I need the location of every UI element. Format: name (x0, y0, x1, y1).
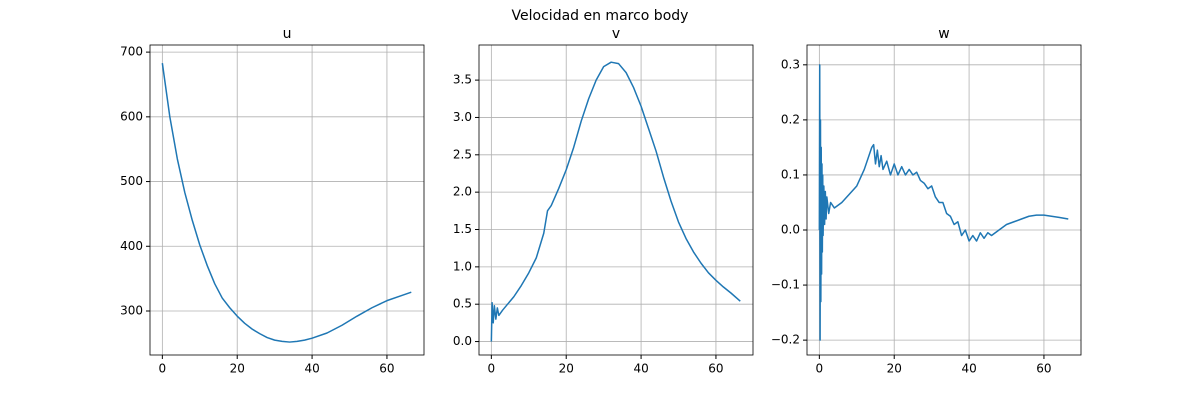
y-tick-label: 400 (120, 239, 143, 253)
y-tick-label: 2.0 (453, 185, 472, 199)
y-tick-label: 300 (120, 303, 143, 317)
chart-title: v (612, 26, 620, 42)
x-tick-label: 0 (816, 362, 824, 376)
axes-frame (149, 44, 425, 356)
y-tick-label: −0.1 (771, 278, 800, 292)
axes-frame (806, 44, 1082, 356)
data-line (818, 64, 1069, 341)
figure-title: Velocidad en marco body (512, 8, 689, 24)
chart-title: u (283, 26, 292, 42)
axes-frame (478, 44, 754, 356)
data-line (161, 63, 412, 343)
y-tick-label: 700 (120, 45, 143, 59)
y-tick-label: 0.0 (781, 223, 800, 237)
y-tick-label: 3.5 (453, 73, 472, 87)
x-tick-label: 0 (488, 362, 496, 376)
y-tick-label: 0.1 (781, 167, 800, 181)
y-tick-label: 600 (120, 109, 143, 123)
x-tick-label: 20 (230, 362, 245, 376)
x-tick-label: 20 (887, 362, 902, 376)
x-tick-label: 0 (159, 362, 167, 376)
y-tick-label: 0.5 (453, 297, 472, 311)
x-tick-label: 60 (379, 362, 394, 376)
y-tick-label: 0.0 (453, 334, 472, 348)
y-tick-label: 1.5 (453, 222, 472, 236)
x-tick-label: 40 (961, 362, 976, 376)
x-tick-label: 60 (708, 362, 723, 376)
y-tick-label: 0.2 (781, 112, 800, 126)
y-tick-label: 3.0 (453, 110, 472, 124)
chart-title: w (938, 26, 949, 42)
y-tick-label: 0.3 (781, 57, 800, 71)
x-tick-label: 60 (1036, 362, 1051, 376)
y-tick-label: −0.2 (771, 333, 800, 347)
x-tick-label: 40 (304, 362, 319, 376)
y-tick-label: 2.5 (453, 147, 472, 161)
x-tick-label: 20 (559, 362, 574, 376)
x-tick-label: 40 (633, 362, 648, 376)
data-line (490, 61, 741, 342)
y-tick-label: 500 (120, 174, 143, 188)
y-tick-label: 1.0 (453, 259, 472, 273)
